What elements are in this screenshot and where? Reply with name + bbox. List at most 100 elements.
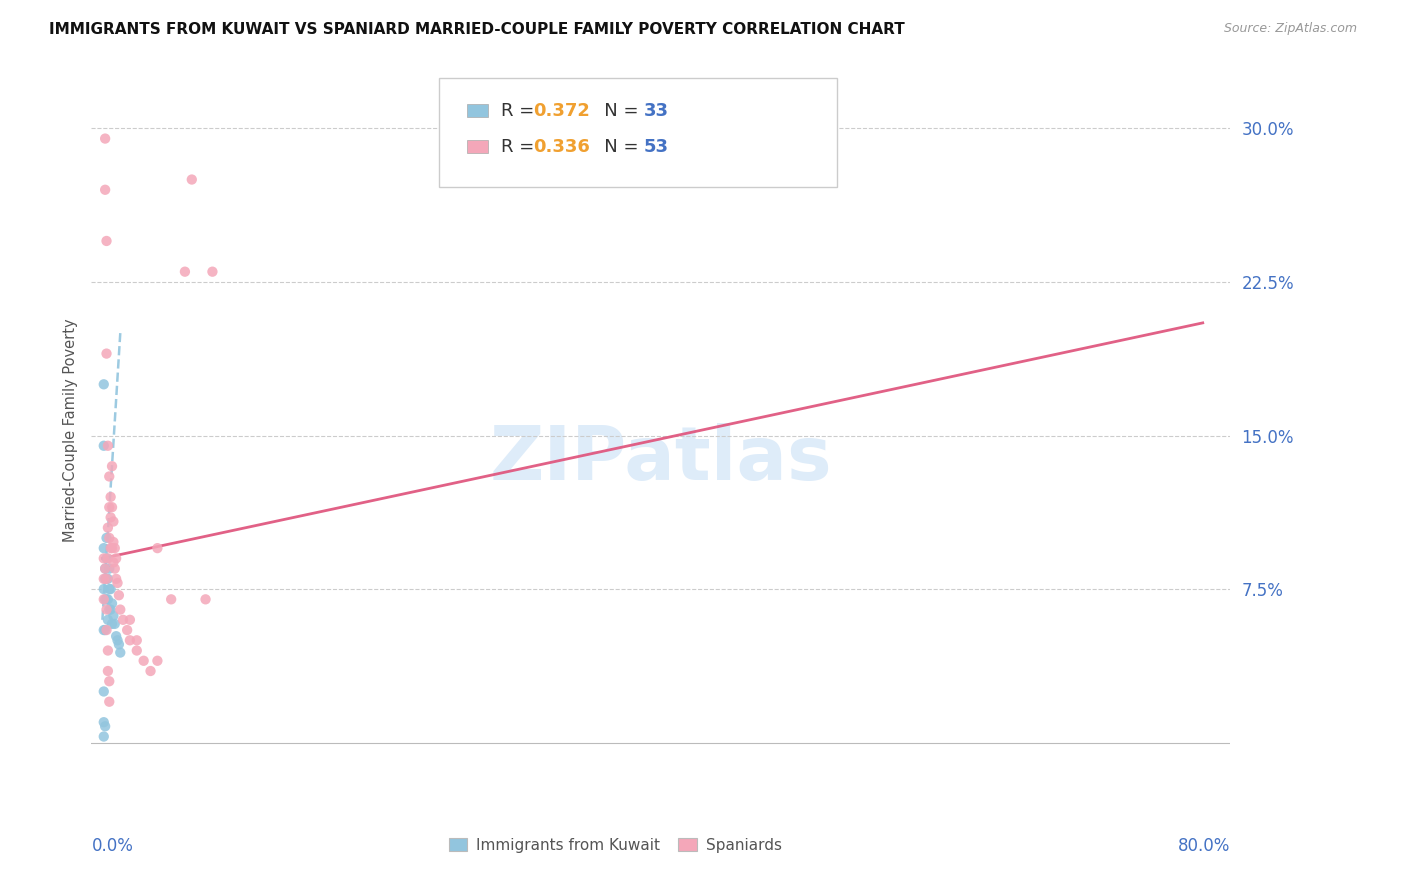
Point [110,646,132,660]
Point [98,531,121,545]
Point [97,643,120,657]
Point [160,592,183,607]
Point [101,541,124,556]
Point [100,510,122,524]
Point [103,556,125,570]
Point [97,664,120,678]
Point [96,572,118,586]
Point [93,715,115,730]
Point [97,572,120,586]
Point [105,551,128,566]
Point [94,572,117,586]
Point [146,541,169,556]
Point [96,531,118,545]
Y-axis label: Married-Couple Family Poverty: Married-Couple Family Poverty [62,318,77,542]
Point [108,637,131,651]
Point [104,541,127,556]
Point [107,633,129,648]
Point [93,730,115,744]
Text: 0.0%: 0.0% [91,838,134,855]
Point [94,131,117,145]
Point [96,346,118,360]
Point [98,674,121,689]
Point [93,623,115,637]
Point [97,592,120,607]
Point [110,602,132,616]
Point [115,623,138,637]
Point [108,588,131,602]
Point [100,541,122,556]
Text: 33: 33 [644,102,669,120]
Point [98,500,121,515]
Point [93,551,115,566]
Point [118,613,141,627]
Point [174,265,197,279]
Point [96,572,118,586]
Point [96,592,118,607]
Point [118,633,141,648]
Point [107,576,129,591]
Point [93,439,115,453]
Point [105,572,128,586]
Point [94,561,117,575]
Text: 80.0%: 80.0% [1178,838,1230,855]
Text: 0.336: 0.336 [533,138,591,156]
Point [101,616,124,631]
Point [93,572,115,586]
Point [98,561,121,575]
FancyBboxPatch shape [467,140,488,153]
Point [97,439,120,453]
Point [101,596,124,610]
Text: Source: ZipAtlas.com: Source: ZipAtlas.com [1223,22,1357,36]
Point [132,654,155,668]
Text: ZIPatlas: ZIPatlas [489,423,832,496]
Point [93,684,115,698]
Point [93,377,115,392]
Point [93,592,115,607]
Point [100,602,122,616]
Point [101,459,124,474]
Point [194,592,217,607]
Point [97,613,120,627]
Point [94,183,117,197]
Point [96,623,118,637]
Point [97,521,120,535]
Text: R =: R = [502,138,540,156]
Point [104,561,127,575]
Text: N =: N = [586,138,644,156]
Point [112,613,135,627]
Point [96,602,118,616]
Point [98,582,121,596]
Point [180,172,202,186]
Point [139,664,162,678]
Point [94,561,117,575]
Text: IMMIGRANTS FROM KUWAIT VS SPANIARD MARRIED-COUPLE FAMILY POVERTY CORRELATION CHA: IMMIGRANTS FROM KUWAIT VS SPANIARD MARRI… [49,22,905,37]
Point [93,582,115,596]
Point [104,616,127,631]
Text: 0.372: 0.372 [533,102,591,120]
Point [94,592,117,607]
Point [94,623,117,637]
Legend: Immigrants from Kuwait, Spaniards: Immigrants from Kuwait, Spaniards [443,831,787,859]
Point [105,629,128,643]
Point [98,469,121,483]
FancyBboxPatch shape [467,104,488,117]
Point [96,234,118,248]
Text: R =: R = [502,102,540,120]
Point [103,535,125,549]
Point [125,633,148,648]
Text: 53: 53 [644,138,669,156]
Point [94,719,117,733]
Point [97,551,120,566]
FancyBboxPatch shape [439,78,838,186]
Point [103,608,125,623]
Point [98,695,121,709]
Point [146,654,169,668]
Point [100,582,122,596]
Point [125,643,148,657]
Point [101,500,124,515]
Point [98,602,121,616]
Point [100,490,122,504]
Text: N =: N = [586,102,644,120]
Point [103,515,125,529]
